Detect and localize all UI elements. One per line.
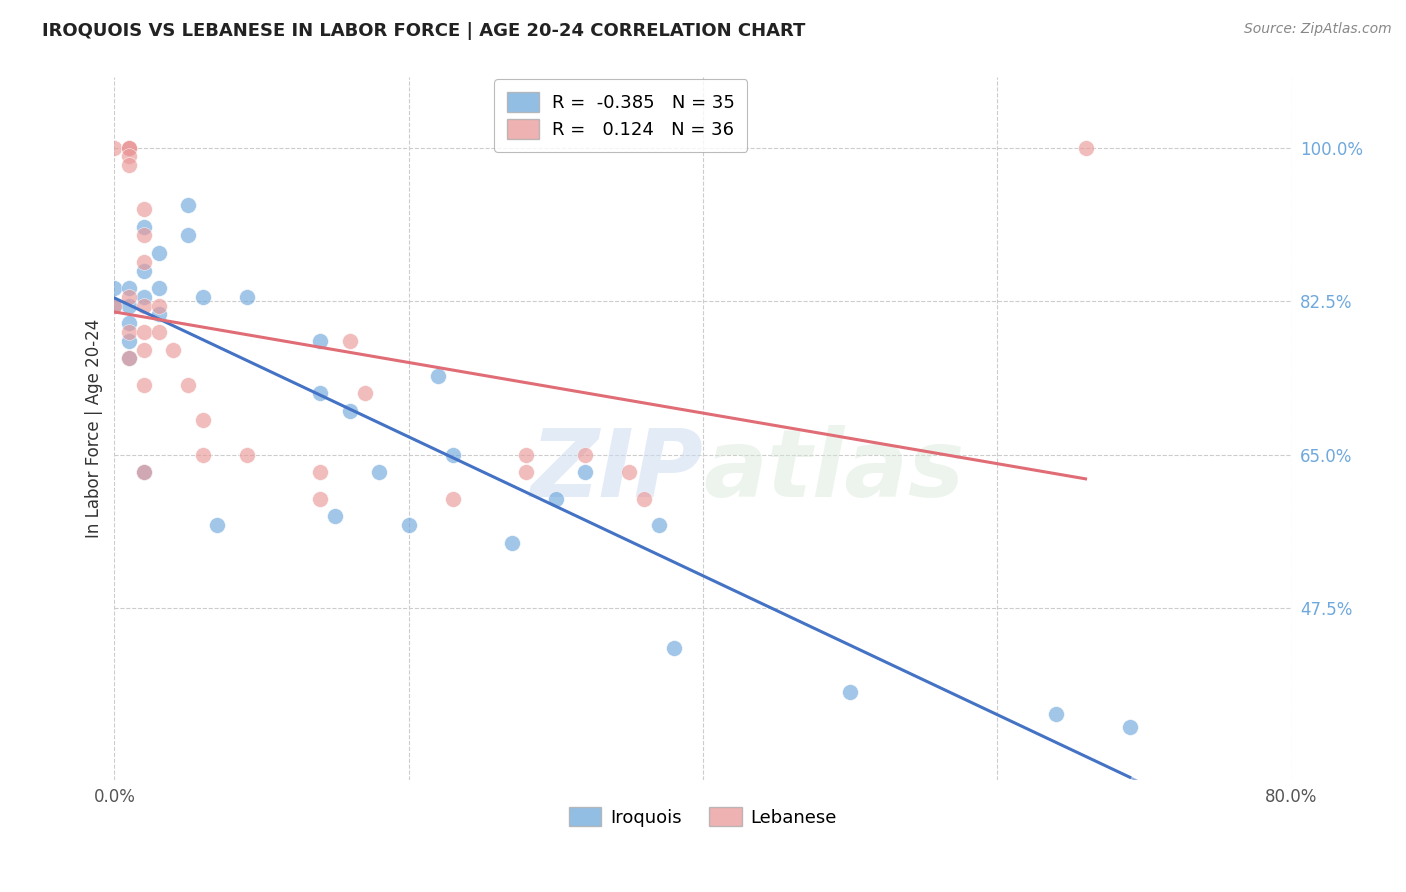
Point bbox=[118, 316, 141, 330]
Point bbox=[427, 368, 450, 383]
Point bbox=[177, 197, 200, 211]
Point bbox=[118, 290, 141, 304]
Point bbox=[236, 290, 259, 304]
Point bbox=[118, 334, 141, 348]
Point bbox=[177, 377, 200, 392]
Point bbox=[118, 351, 141, 366]
Point bbox=[132, 466, 155, 480]
Point bbox=[148, 307, 170, 321]
Point bbox=[191, 448, 214, 462]
Point bbox=[309, 386, 332, 401]
Point bbox=[1045, 706, 1067, 721]
Point bbox=[162, 343, 184, 357]
Point bbox=[132, 299, 155, 313]
Point bbox=[132, 219, 155, 234]
Point bbox=[177, 228, 200, 243]
Point bbox=[191, 290, 214, 304]
Point bbox=[515, 466, 537, 480]
Point bbox=[236, 448, 259, 462]
Point bbox=[148, 299, 170, 313]
Point bbox=[132, 228, 155, 243]
Point bbox=[132, 254, 155, 268]
Point bbox=[118, 158, 141, 172]
Y-axis label: In Labor Force | Age 20-24: In Labor Force | Age 20-24 bbox=[86, 319, 103, 538]
Text: atlas: atlas bbox=[703, 425, 965, 516]
Point bbox=[103, 281, 125, 295]
Point bbox=[1118, 720, 1140, 734]
Point bbox=[103, 141, 125, 155]
Point bbox=[309, 334, 332, 348]
Point bbox=[309, 466, 332, 480]
Point bbox=[398, 518, 420, 533]
Point bbox=[323, 509, 346, 524]
Point bbox=[574, 448, 596, 462]
Point bbox=[501, 535, 523, 549]
Text: Source: ZipAtlas.com: Source: ZipAtlas.com bbox=[1244, 22, 1392, 37]
Point bbox=[148, 281, 170, 295]
Point bbox=[118, 325, 141, 339]
Point bbox=[191, 413, 214, 427]
Legend: Iroquois, Lebanese: Iroquois, Lebanese bbox=[561, 799, 844, 834]
Point bbox=[441, 491, 464, 506]
Point bbox=[339, 404, 361, 418]
Point bbox=[662, 640, 685, 655]
Point bbox=[132, 343, 155, 357]
Point bbox=[118, 141, 141, 155]
Point bbox=[148, 325, 170, 339]
Text: ZIP: ZIP bbox=[530, 425, 703, 516]
Point bbox=[103, 299, 125, 313]
Point bbox=[132, 325, 155, 339]
Point bbox=[132, 202, 155, 216]
Point bbox=[619, 466, 641, 480]
Point bbox=[132, 466, 155, 480]
Point bbox=[118, 141, 141, 155]
Point bbox=[339, 334, 361, 348]
Point bbox=[148, 246, 170, 260]
Point bbox=[353, 386, 375, 401]
Point bbox=[1074, 141, 1097, 155]
Point bbox=[132, 263, 155, 277]
Point bbox=[515, 448, 537, 462]
Point bbox=[103, 299, 125, 313]
Point bbox=[648, 518, 671, 533]
Point bbox=[118, 141, 141, 155]
Point bbox=[132, 290, 155, 304]
Point bbox=[207, 518, 229, 533]
Point bbox=[309, 491, 332, 506]
Point bbox=[118, 351, 141, 366]
Point bbox=[633, 491, 655, 506]
Point bbox=[118, 299, 141, 313]
Point bbox=[118, 281, 141, 295]
Point bbox=[118, 149, 141, 163]
Point bbox=[544, 491, 567, 506]
Text: IROQUOIS VS LEBANESE IN LABOR FORCE | AGE 20-24 CORRELATION CHART: IROQUOIS VS LEBANESE IN LABOR FORCE | AG… bbox=[42, 22, 806, 40]
Point bbox=[368, 466, 391, 480]
Point bbox=[839, 685, 862, 699]
Point bbox=[132, 377, 155, 392]
Point bbox=[441, 448, 464, 462]
Point bbox=[574, 466, 596, 480]
